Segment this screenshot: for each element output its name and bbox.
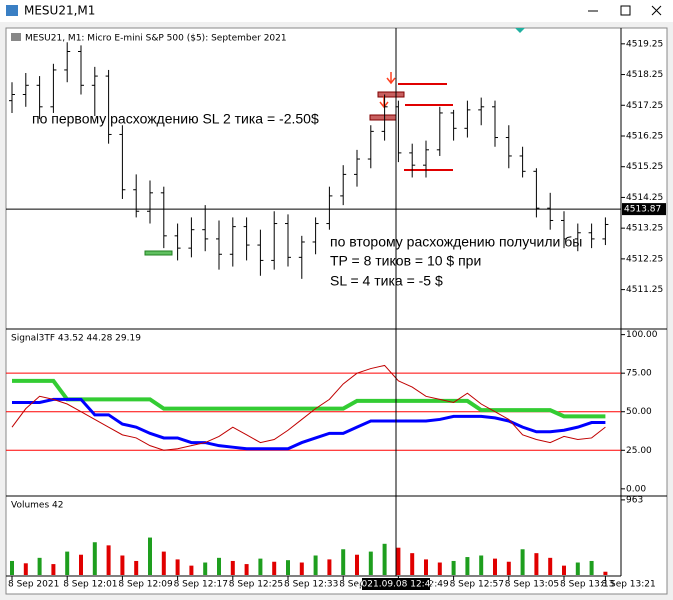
volume-bar	[161, 551, 166, 575]
volume-bar	[244, 564, 249, 575]
x-tick-label: 8 Sep 12:25	[229, 580, 283, 590]
volume-bar	[410, 553, 415, 575]
volume-bar	[37, 557, 42, 575]
annotation: SL = 4 тика = -5 $	[330, 273, 443, 289]
entry-box	[369, 114, 397, 121]
volume-bar	[203, 562, 208, 575]
y-tick-label: 75.00	[626, 369, 652, 379]
volume-bar	[424, 559, 428, 575]
drawings	[144, 72, 453, 256]
annotation: по первому расхождению SL 2 тика = -2.50…	[32, 111, 319, 127]
y-tick-label: 100.00	[626, 330, 658, 340]
volume-bar	[548, 557, 553, 575]
volume-bar	[589, 560, 594, 575]
shift-marker	[515, 28, 525, 33]
volume-bar	[506, 561, 511, 575]
y-tick-label: 4515.25	[626, 162, 663, 172]
volume-bar	[120, 555, 125, 575]
time-label-bg	[362, 578, 430, 590]
indicator-title: Signal3TF 43.52 44.28 29.19	[11, 334, 141, 344]
volume-bar	[258, 558, 263, 575]
volume-bar	[355, 554, 359, 575]
x-tick-label: 8 Sep 12:33	[284, 580, 338, 590]
arrow	[386, 72, 396, 85]
y-tick-label: 963	[626, 495, 643, 505]
crosshair-time: 2021.09.08 12:49	[356, 580, 437, 590]
y-tick-label: 0.00	[626, 484, 646, 494]
x-tick-label: 8 Sep 13:21	[601, 580, 655, 590]
annotation: по второму расхождению получили бы	[330, 234, 582, 250]
volume-bar	[603, 571, 608, 575]
volume-bar	[106, 545, 111, 575]
app-icon	[6, 5, 18, 16]
crosshair-price: 4513.87	[624, 205, 661, 215]
maximize-button[interactable]	[620, 5, 631, 16]
price-label-bg	[622, 203, 666, 216]
indicator-line	[12, 378, 606, 419]
volume-bar	[175, 559, 180, 575]
y-tick-label: 4516.25	[626, 131, 663, 141]
x-tick-label: 8 Sep 12:57	[450, 580, 504, 590]
x-tick-label: 8 Sep 13:13	[560, 580, 614, 590]
volume-bar	[575, 562, 580, 575]
volume-bar	[134, 560, 139, 575]
volume-bar	[148, 537, 152, 575]
volume-bar	[313, 555, 318, 575]
volume-bar	[51, 564, 56, 575]
volume-bar	[451, 560, 456, 575]
volume-bar	[520, 549, 525, 575]
chart-title: MESU21, M1: Micro E-mini S&P 500 ($5): S…	[25, 34, 287, 44]
chart-icon	[11, 33, 21, 41]
x-tick-label: 8 Sep 2021	[8, 580, 59, 590]
volume-bar	[92, 542, 97, 575]
volume-bar	[368, 551, 373, 575]
y-tick-label: 4513.25	[626, 224, 663, 234]
title-bar	[0, 0, 673, 22]
y-tick-label: 50.00	[626, 407, 652, 417]
y-tick-label: 4511.25	[626, 285, 663, 295]
x-tick-label: 8 Sep 12:09	[118, 580, 173, 590]
volume-bar	[299, 562, 304, 575]
volume-bar	[23, 563, 28, 575]
x-tick-label: 8 Sep 12:01	[63, 580, 117, 590]
volume-bar	[189, 565, 194, 575]
volume-bar	[534, 553, 539, 575]
volume-bar	[382, 543, 387, 575]
y-tick-label: 4519.25	[626, 39, 663, 49]
indicator-line	[11, 364, 606, 451]
chart-area	[5, 27, 668, 595]
volume-bar	[286, 560, 290, 575]
volume-bar	[272, 561, 277, 575]
volume-bar	[341, 549, 346, 575]
close-button[interactable]	[651, 5, 662, 16]
y-tick-label: 4517.25	[626, 101, 663, 111]
y-tick-label: 4512.25	[626, 254, 663, 264]
volume-bar	[465, 557, 470, 575]
volume-bar	[217, 557, 221, 575]
level-box	[144, 250, 173, 256]
volume-bar	[437, 562, 442, 575]
y-tick-label: 4518.25	[626, 70, 663, 80]
volume-bar	[562, 565, 566, 575]
window-title: MESU21,M1	[24, 4, 95, 18]
volume-bar	[230, 560, 235, 575]
volume-bar	[327, 559, 332, 575]
annotation: TP = 8 тиков = 10 $ при	[330, 253, 481, 269]
x-tick-label: 8 Sep 12:17	[174, 580, 228, 590]
volume-bar	[10, 560, 14, 575]
x-tick-label: 8 Sep 13:05	[505, 580, 559, 590]
volume-bar	[479, 555, 484, 575]
y-tick-label: 25.00	[626, 446, 652, 456]
indicator-line	[12, 397, 606, 451]
entry-box	[377, 91, 405, 98]
volume-title: Volumes 42	[11, 501, 63, 511]
volume-bar	[65, 551, 70, 575]
arrow	[379, 96, 389, 109]
volume-bar	[396, 547, 401, 575]
y-tick-label: 4514.25	[626, 193, 663, 203]
volume-bar	[79, 554, 83, 575]
volume-bar	[493, 558, 497, 575]
